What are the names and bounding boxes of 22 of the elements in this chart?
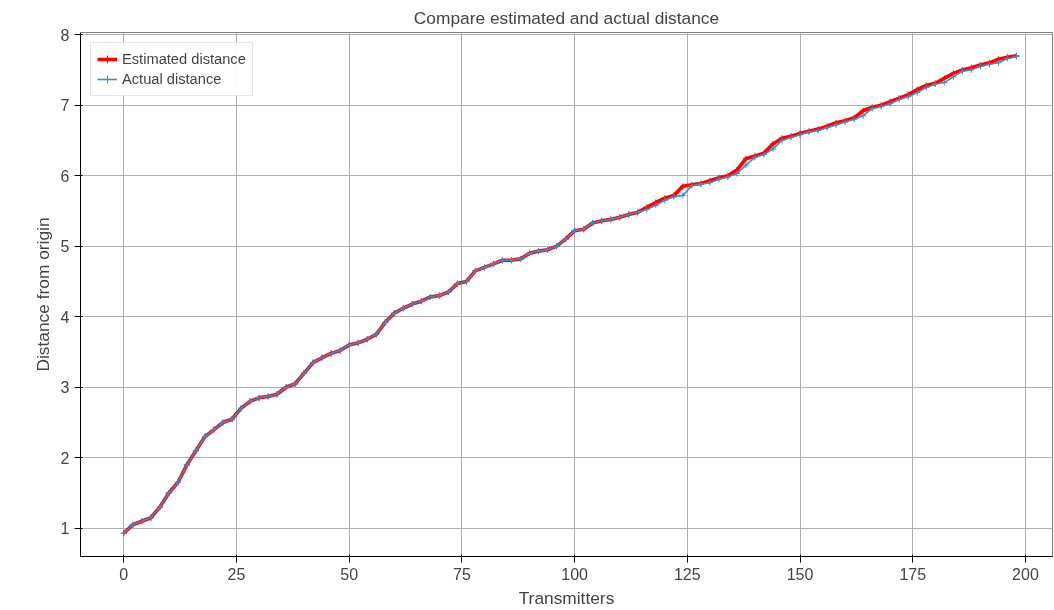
legend-label: Estimated distance: [122, 51, 246, 67]
y-tick-label: 8: [60, 26, 70, 44]
y-tick-label: 4: [60, 308, 70, 326]
x-tick-label: 150: [786, 565, 814, 583]
y-axis-title: Distance from origin: [32, 217, 53, 372]
x-tick-label: 25: [227, 565, 246, 583]
legend-label: Actual distance: [122, 71, 222, 87]
x-tick-label: 0: [119, 565, 129, 583]
x-tick-label: 175: [899, 565, 927, 583]
x-tick-label: 125: [673, 565, 701, 583]
y-tick-label: 1: [60, 520, 70, 538]
x-tick-label: 100: [561, 565, 589, 583]
y-tick-label: 7: [60, 97, 70, 115]
x-tick-label: 50: [340, 565, 359, 583]
y-tick-label: 6: [60, 167, 70, 185]
y-tick-label: 5: [60, 238, 70, 256]
y-tick-label: 3: [60, 379, 70, 397]
x-tick-label: 75: [453, 565, 471, 583]
x-axis-title: Transmitters: [518, 587, 615, 608]
y-tick-label: 2: [60, 449, 70, 467]
x-tick-label: 200: [1012, 565, 1039, 583]
chart-title: Compare estimated and actual distance: [413, 7, 720, 28]
